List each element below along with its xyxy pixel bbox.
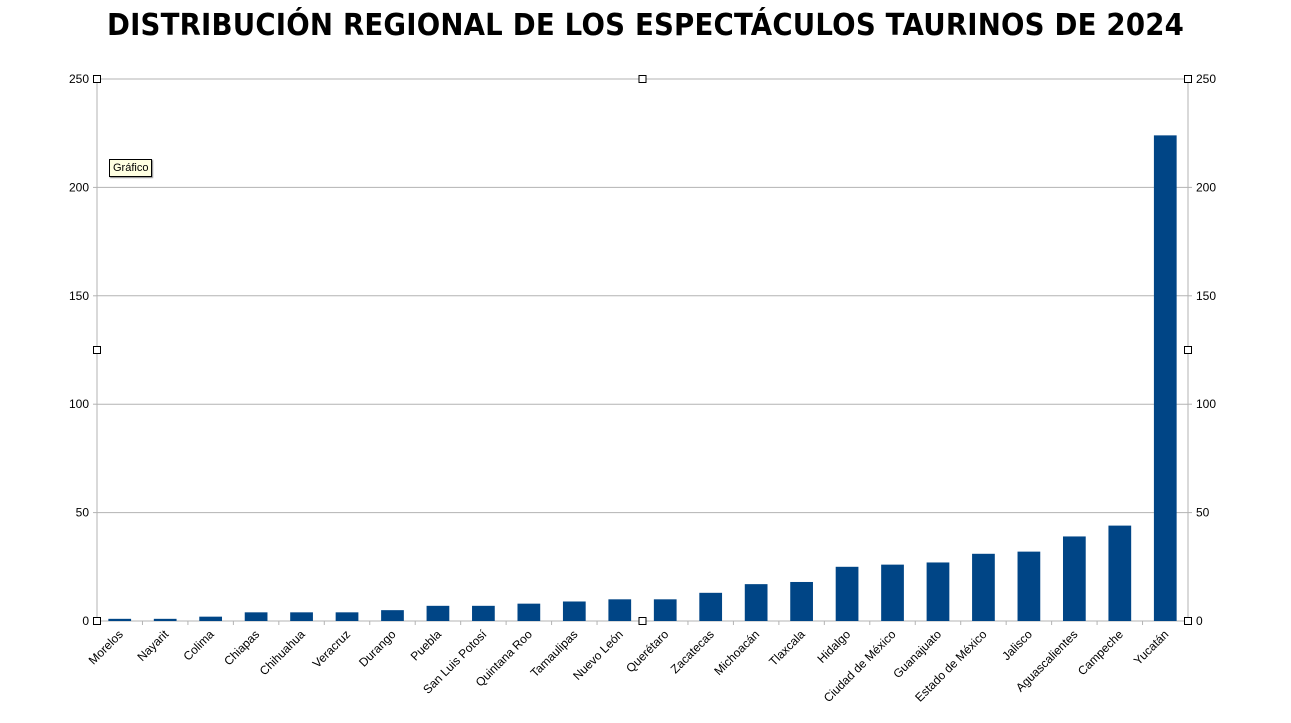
bar[interactable] [290, 612, 313, 621]
gridlines [97, 78, 1188, 622]
bar[interactable] [972, 553, 995, 621]
y-tick-label: 50 [76, 506, 90, 520]
x-tick-label: Jalisco [999, 627, 1035, 663]
x-tick-label: Yucatán [1131, 627, 1172, 668]
selection-handle[interactable] [93, 75, 101, 83]
y-tick-label: 0 [82, 614, 89, 628]
y-tick-label-right: 50 [1196, 506, 1210, 520]
y-tick-label-right: 0 [1196, 614, 1203, 628]
y-tick-label: 200 [69, 180, 89, 194]
bar[interactable] [1108, 525, 1132, 621]
selection-handle[interactable] [1184, 75, 1192, 83]
x-tick-label: Puebla [408, 627, 445, 664]
selection-handle[interactable] [638, 75, 647, 83]
y-axis-right: 0 50 100 150 200 250 [1196, 72, 1216, 628]
y-tick-label: 100 [69, 397, 89, 411]
bar[interactable] [790, 581, 813, 621]
x-tick-label: Chiapas [221, 627, 262, 668]
selection-handle[interactable] [93, 617, 101, 625]
y-tick-label-right: 100 [1196, 397, 1216, 411]
x-tick-label: Chihuahua [257, 627, 308, 678]
y-tick-label: 250 [69, 72, 89, 86]
x-tick-label: Durango [356, 627, 399, 670]
y-tick-label-right: 250 [1196, 72, 1216, 86]
y-tick-label-right: 200 [1196, 180, 1216, 194]
y-tick-label-right: 150 [1196, 289, 1216, 303]
chart-title: DISTRIBUCIÓN REGIONAL DE LOS ESPECTÁCULO… [106, 8, 1185, 43]
y-axis-left: 0 50 100 150 200 250 [69, 72, 89, 628]
bar[interactable] [1017, 551, 1041, 621]
bar[interactable] [881, 564, 904, 621]
bar[interactable] [1062, 536, 1086, 621]
bar[interactable] [426, 605, 450, 621]
bar[interactable] [835, 566, 859, 621]
x-tick-label: Michoacán [711, 627, 762, 678]
axes [93, 78, 1192, 625]
bar[interactable] [381, 610, 404, 621]
bar[interactable] [744, 584, 768, 621]
y-tick-label: 150 [69, 289, 89, 303]
bar[interactable] [472, 605, 495, 621]
bars [108, 135, 1177, 622]
bar[interactable] [608, 599, 632, 621]
x-tick-label: Hidalgo [815, 627, 854, 666]
bar[interactable] [335, 612, 359, 621]
selection-handle[interactable] [1184, 346, 1192, 354]
selection-handle[interactable] [1184, 617, 1192, 625]
bar[interactable] [653, 599, 677, 621]
bar[interactable] [108, 618, 132, 621]
x-tick-label: Colima [180, 627, 217, 664]
selection-handle[interactable] [93, 346, 101, 354]
bar[interactable] [926, 562, 950, 621]
x-tick-label: Campeche [1075, 627, 1126, 678]
chart-tooltip: Gráfico [109, 159, 153, 177]
bar[interactable] [517, 603, 541, 621]
bar[interactable] [1153, 135, 1177, 622]
x-tick-label: Querétaro [623, 627, 671, 675]
bar[interactable] [699, 592, 723, 621]
x-tick-label: Morelos [86, 627, 126, 667]
bar[interactable] [562, 601, 586, 621]
selection-handle[interactable] [638, 617, 647, 625]
bar[interactable] [153, 618, 177, 621]
x-tick-label: Tlaxcala [766, 627, 808, 669]
x-tick-label: Zacatecas [668, 627, 717, 676]
selection-handles [93, 75, 1192, 625]
x-tick-label: Veracruz [310, 627, 353, 670]
bar[interactable] [244, 612, 268, 621]
x-tick-label: Nayarit [135, 627, 172, 664]
bar[interactable] [199, 616, 223, 621]
